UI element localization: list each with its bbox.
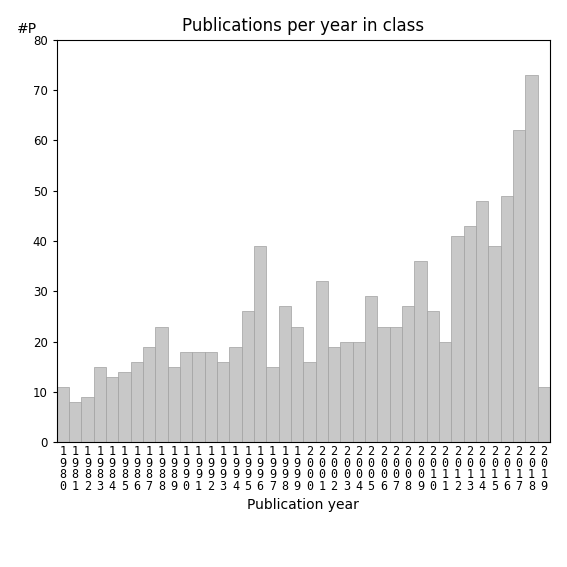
Bar	[328, 346, 340, 442]
Bar	[180, 352, 192, 442]
Bar	[525, 75, 538, 442]
Bar	[57, 387, 69, 442]
Bar	[316, 281, 328, 442]
Bar	[254, 246, 266, 442]
Title: Publications per year in class: Publications per year in class	[182, 18, 425, 35]
Text: #P: #P	[17, 22, 37, 36]
Bar	[513, 130, 526, 442]
Bar	[501, 196, 513, 442]
Bar	[378, 327, 390, 442]
Bar	[242, 311, 254, 442]
Bar	[427, 311, 439, 442]
Bar	[106, 377, 119, 442]
Bar	[303, 362, 316, 442]
Bar	[402, 306, 414, 442]
Bar	[439, 341, 451, 442]
Bar	[266, 367, 278, 442]
X-axis label: Publication year: Publication year	[247, 498, 359, 512]
Bar	[217, 362, 230, 442]
Bar	[131, 362, 143, 442]
Bar	[365, 297, 378, 442]
Bar	[168, 367, 180, 442]
Bar	[155, 327, 168, 442]
Bar	[230, 346, 242, 442]
Bar	[538, 387, 550, 442]
Bar	[119, 372, 131, 442]
Bar	[451, 236, 464, 442]
Bar	[205, 352, 217, 442]
Bar	[464, 226, 476, 442]
Bar	[279, 306, 291, 442]
Bar	[340, 341, 353, 442]
Bar	[192, 352, 205, 442]
Bar	[488, 246, 501, 442]
Bar	[390, 327, 402, 442]
Bar	[94, 367, 106, 442]
Bar	[82, 397, 94, 442]
Bar	[414, 261, 427, 442]
Bar	[143, 346, 155, 442]
Bar	[476, 201, 488, 442]
Bar	[291, 327, 303, 442]
Bar	[353, 341, 365, 442]
Bar	[69, 402, 82, 442]
